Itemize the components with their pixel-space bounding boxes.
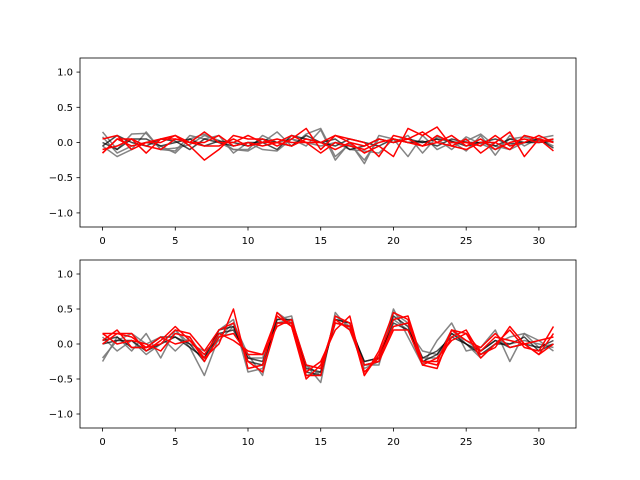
x-tick-label: 10 [242,236,255,247]
x-tick-label: 5 [172,236,178,247]
subplot-1: 0 5 10 15 20 25 30 −1.0 −0.5 0.0 0.5 1.0 [49,57,577,247]
series-group [101,126,554,165]
y-tick-label: 0.0 [57,138,73,149]
x-tick-label: 15 [314,437,327,448]
x-tick-label: 30 [533,437,546,448]
x-tick-label: 20 [387,437,400,448]
series-line-7 [102,131,554,158]
y-tick-label: −0.5 [49,173,73,184]
y-tick-label: 1.0 [57,68,73,79]
x-tick-label: 25 [460,236,473,247]
x-tick-label: 0 [99,437,105,448]
series-group [101,308,555,384]
series-line-9 [102,134,554,154]
series-line-5 [102,134,554,151]
series-line-9 [102,318,554,370]
y-tick-label: 0.0 [57,340,73,351]
x-tick-label: 25 [460,437,473,448]
x-tick-label: 10 [242,437,255,448]
x-tick-label: 5 [172,437,178,448]
y-tick-label: −0.5 [49,375,73,386]
x-tick-label: 20 [387,236,400,247]
x-tick-label: 15 [314,236,327,247]
y-tick-label: 1.0 [57,270,73,281]
x-tick-label: 30 [533,236,546,247]
y-tick-label: 0.5 [57,305,73,316]
y-tick-label: −1.0 [49,208,73,219]
y-tick-label: −1.0 [49,410,73,421]
x-tick-label: 0 [99,236,105,247]
y-tick-label: 0.5 [57,103,73,114]
subplot-2: 0 5 10 15 20 25 30 −1.0 −0.5 0.0 0.5 1.0 [49,259,577,448]
